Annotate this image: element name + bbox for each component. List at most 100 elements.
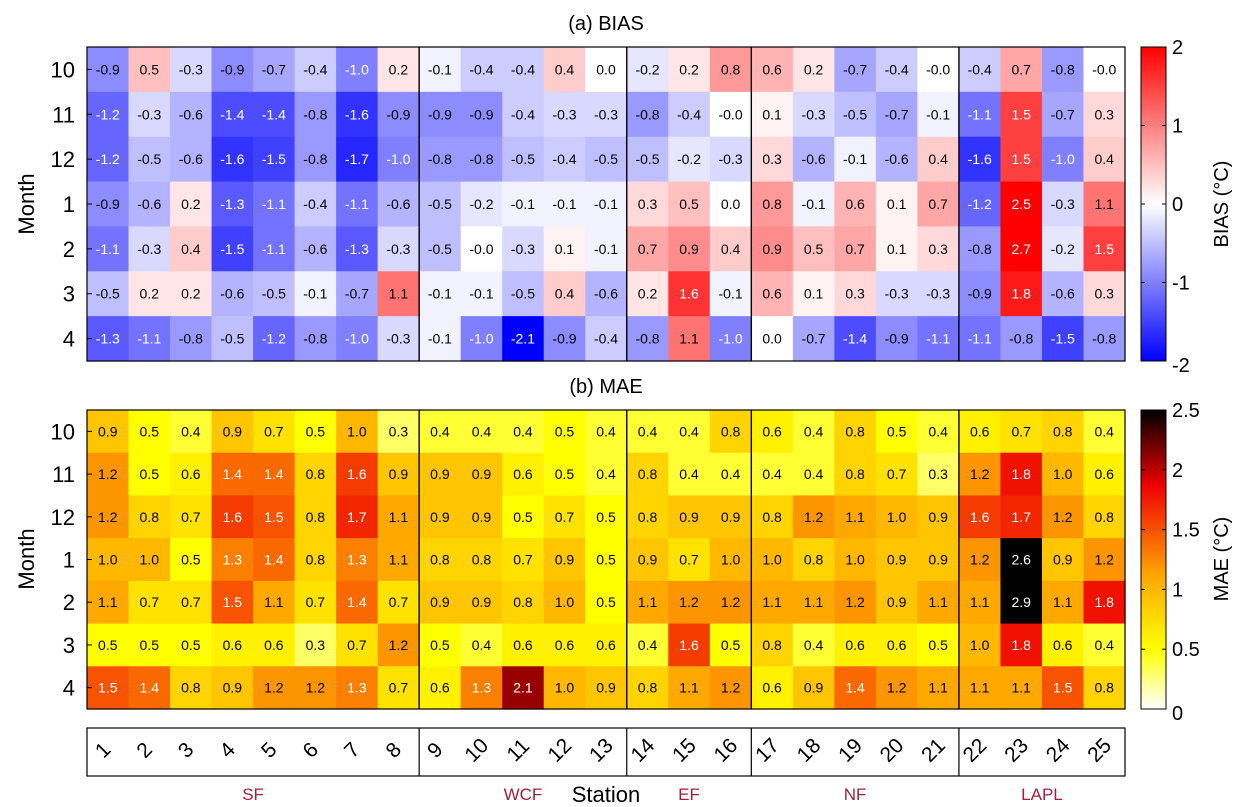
mae-cell-m2-s18 [792,580,835,625]
mae-cell-m12-s20 [875,495,918,539]
bias-cell-m3-s1 [87,271,130,317]
mae-cell-m3-s22 [958,623,1002,667]
bias-value-m1-s12: -0.1 [552,196,576,212]
mae-cell-m4-s8 [377,666,420,710]
bias-cell-m4-s10 [460,316,503,362]
bias-cell-m10-s7 [336,47,379,93]
mae-cbtick-label-4: 0.5 [1172,639,1200,661]
bias-cell-m10-s15 [668,47,711,93]
bias-cell-m11-s16 [709,91,752,138]
mae-value-m4-s11: 2.1 [513,680,533,696]
mae-value-m10-s5: 0.7 [264,423,284,439]
bias-cell-m1-s12 [543,181,586,228]
mae-value-m10-s17: 0.6 [762,423,782,439]
mae-cell-m1-s7 [336,538,379,582]
mae-cell-m10-s10 [460,410,503,454]
bias-value-m11-s16: -0.0 [718,106,742,122]
mae-value-m4-s22: 1.1 [970,680,990,696]
mae-value-m4-s12: 1.0 [555,680,575,696]
station-label-1: 1 [91,738,116,763]
mae-value-m3-s16: 0.5 [721,637,741,653]
bias-cell-m11-s6 [294,91,337,138]
bias-cell-m10-s9 [419,47,462,93]
mae-value-m4-s13: 0.9 [596,680,616,696]
bias-cell-m1-s18 [792,181,835,228]
mae-value-m3-s10: 0.4 [472,637,492,653]
group-label-WCF: WCF [504,785,543,804]
bias-cell-m12-s6 [294,136,337,183]
mae-value-m4-s14: 0.8 [638,680,658,696]
bias-cell-m4-s6 [294,316,337,362]
bias-cell-m3-s4 [211,271,254,317]
bias-value-m2-s8: -0.3 [386,241,410,257]
bias-value-m3-s5: -0.5 [262,286,286,302]
mae-cell-m10-s6 [294,410,337,454]
mae-value-m4-s16: 1.2 [721,680,741,696]
station-label-8: 8 [382,738,407,763]
mae-cell-m12-s12 [543,495,586,539]
bias-cell-m12-s24 [1041,136,1085,183]
mae-value-m10-s7: 1.0 [347,423,367,439]
mae-value-m11-s6: 0.8 [306,466,326,482]
bias-value-m4-s8: -0.3 [386,331,410,347]
mae-cell-m2-s1 [87,580,130,625]
station-label-21: 21 [917,734,950,767]
mae-colorbar-ticks: 2.5 2 1.5 1 0.5 0 [1141,400,1200,725]
mae-value-m4-s8: 0.7 [389,680,409,696]
mae-cell-m1-s1 [87,538,130,582]
bias-cell-m2-s11 [502,226,545,272]
mae-value-m10-s1: 0.9 [98,423,118,439]
bias-value-m3-s23: 1.8 [1011,286,1031,302]
bias-cell-m1-s5 [253,181,296,228]
bias-value-m3-s9: -0.1 [428,286,452,302]
mae-value-m4-s25: 0.8 [1095,680,1115,696]
mae-cell-m3-s10 [460,623,503,667]
mae-colorbar: 2.5 2 1.5 1 0.5 0 MAE (°C) [1140,400,1233,725]
bias-cell-m10-s10 [460,47,503,93]
bias-value-m1-s23: 2.5 [1011,196,1031,212]
mae-value-m10-s3: 0.4 [181,423,201,439]
bias-cell-m10-s19 [834,47,877,93]
bias-value-m11-s12: -0.3 [552,106,576,122]
mae-cell-m12-s14 [626,495,669,539]
mae-value-m3-s20: 0.6 [887,637,907,653]
bias-cell-m11-s22 [958,91,1002,138]
mae-cell-m2-s3 [170,580,213,625]
mae-value-m11-s19: 0.8 [845,466,865,482]
mae-value-m11-s4: 1.4 [223,466,243,482]
bias-cells: -0.9 0.5 -0.3 -0.9 -0.7 -0.4 -1.0 0.2 -0.1 -0.4 -0… [87,47,1126,362]
mae-cell-m12-s7 [336,495,379,539]
bias-cell-m11-s5 [253,91,296,138]
bias-value-m10-s11: -0.4 [511,61,535,77]
bias-value-m1-s13: -0.1 [594,196,618,212]
bias-value-m10-s7: -1.0 [345,61,369,77]
bias-cell-m4-s17 [751,316,794,362]
mae-cell-m3-s3 [170,623,213,667]
mae-cell-m3-s18 [792,623,835,667]
mae-cell-m2-s17 [751,580,794,625]
mae-value-m1-s20: 0.9 [887,552,907,568]
mae-cell-m4-s1 [87,666,130,710]
bias-value-m12-s11: -0.5 [511,151,535,167]
bias-value-m12-s4: -1.6 [220,151,244,167]
mae-value-m1-s21: 0.9 [928,552,948,568]
bias-month-label-2: 2 [63,237,75,262]
mae-cell-m1-s21 [917,538,960,582]
bias-cell-m4-s20 [875,316,918,362]
bias-value-m2-s25: 1.5 [1095,241,1115,257]
mae-value-m10-s9: 0.4 [430,423,450,439]
bias-cell-m4-s16 [709,316,752,362]
bias-value-m3-s24: -0.6 [1051,286,1075,302]
bias-value-m11-s15: -0.4 [677,106,701,122]
station-label-7: 7 [340,738,365,763]
mae-value-m2-s5: 1.1 [264,594,284,610]
mae-cell-m12-s2 [128,495,171,539]
bias-cell-m1-s22 [958,181,1002,228]
bias-value-m4-s25: -0.8 [1092,331,1116,347]
mae-cell-m4-s7 [336,666,379,710]
bias-cell-m11-s2 [128,91,171,138]
bias-cell-m10-s24 [1041,47,1085,93]
bias-cell-m2-s18 [792,226,835,272]
bias-cell-m12-s17 [751,136,794,183]
mae-cell-m4-s9 [419,666,462,710]
